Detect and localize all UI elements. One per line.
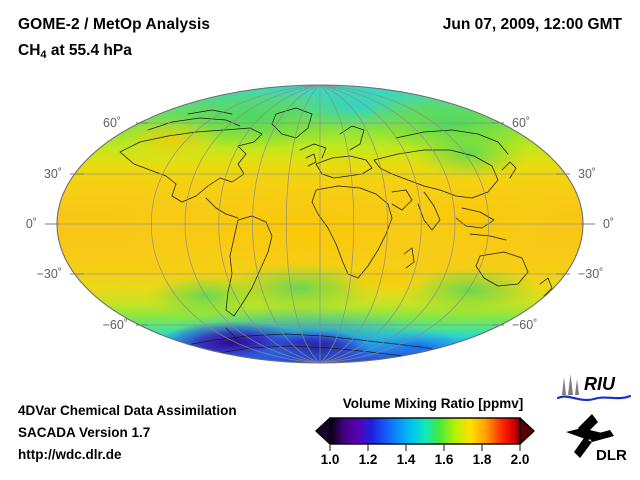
colorbar-tick-1: 1.2 (359, 452, 378, 466)
lat-label-30s: −30˚ (37, 267, 62, 281)
meridian-90e (319, 85, 422, 363)
dlr-logo: DLR (566, 414, 627, 464)
colorbar-ticks (329, 444, 521, 451)
field-anomaly-ross-sea (356, 328, 480, 363)
graticule (57, 85, 583, 363)
species-subtitle: CH4 at 55.4 hPa (18, 42, 132, 61)
lat-label-60n: 60˚ (103, 116, 121, 130)
meridian-60w (252, 85, 321, 363)
colorbar-title: Volume Mixing Ratio [ppmv] (342, 396, 524, 411)
lat-label-30n: 30˚ (44, 167, 62, 181)
species-suffix: at 55.4 hPa (46, 42, 132, 59)
riu-logo-text: RIU (584, 374, 616, 394)
latitude-axis: 60˚ 60˚ 30˚ 30˚ 0˚ 0˚ −30˚ −30˚ −60˚ −60… (26, 116, 614, 332)
footer-line-url[interactable]: http://wdc.dlr.de (18, 447, 122, 462)
riu-wave-icon (556, 394, 632, 402)
colorbar: Volume Mixing Ratio [ppmv] (300, 396, 550, 466)
lat-label-60n-right: 60˚ (512, 116, 530, 130)
footer-line-version: SACADA Version 1.7 (18, 425, 151, 440)
colorbar-tick-4: 1.8 (473, 452, 492, 466)
meridian-150e (319, 85, 489, 363)
dlr-mark-icon (566, 414, 614, 458)
map-figure: 60˚ 60˚ 30˚ 30˚ 0˚ 0˚ −30˚ −30˚ −60˚ −60… (0, 78, 640, 383)
footer-line-method: 4DVar Chemical Data Assimilation (18, 403, 237, 418)
field-anomaly-indian-ocean (380, 178, 560, 258)
species-subscript: 4 (40, 49, 47, 61)
colorbar-tick-5: 2.0 (511, 452, 530, 466)
lat-label-60s: −60˚ (103, 318, 128, 332)
colorbar-tick-0: 1.0 (321, 452, 340, 466)
colorbar-scale: 1.0 1.2 1.4 1.6 1.8 2.0 (315, 417, 535, 466)
meridian-150w (151, 85, 321, 363)
field-anomaly-southern-africa (330, 258, 440, 298)
timestamp-label: Jun 07, 2009, 12:00 GMT (442, 16, 622, 33)
mollweide-map: 60˚ 60˚ 30˚ 30˚ 0˚ 0˚ −30˚ −30˚ −60˚ −60… (26, 84, 614, 364)
meridian-30w (285, 85, 321, 363)
species-prefix: CH (18, 42, 41, 59)
meridian-30e (319, 85, 355, 363)
riu-towers-icon (562, 374, 579, 395)
field-anomaly-south-america (147, 274, 263, 318)
riu-logo: RIU (556, 374, 632, 402)
colorbar-tick-2: 1.4 (397, 452, 416, 466)
lat-label-0: 0˚ (26, 217, 37, 231)
colorbar-extend-high (519, 417, 535, 445)
lat-label-60s-right: −60˚ (512, 318, 537, 332)
lat-label-30s-right: −30˚ (578, 267, 603, 281)
lat-label-30n-right: 30˚ (578, 167, 596, 181)
data-field (57, 85, 583, 363)
colorbar-tick-3: 1.6 (435, 452, 454, 466)
footer-credits: 4DVar Chemical Data Assimilation SACADA … (18, 400, 237, 466)
meridian-60e (319, 85, 388, 363)
page-title: GOME-2 / MetOp Analysis (18, 16, 211, 33)
colorbar-extend-low (315, 417, 331, 445)
dlr-logo-text: DLR (596, 447, 627, 464)
lat-label-0-right: 0˚ (603, 217, 614, 231)
field-anomaly-east-asia (410, 127, 530, 179)
meridian-90w (218, 85, 321, 363)
colorbar-gradient (329, 417, 521, 445)
